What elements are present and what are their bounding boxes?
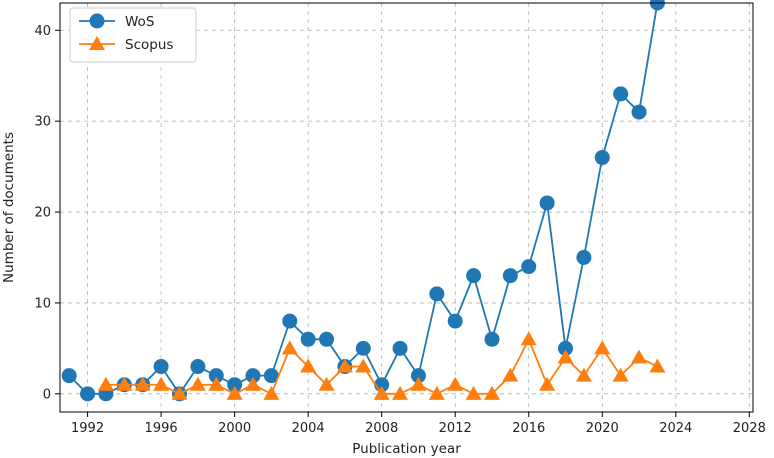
wos-point: [594, 150, 610, 166]
y-tick-label: 20: [34, 206, 51, 221]
scopus-point: [245, 376, 262, 391]
legend: WoS Scopus: [69, 7, 197, 63]
y-tick-label: 0: [43, 387, 51, 402]
x-tick-label: 2004: [292, 421, 325, 436]
wos-point: [484, 331, 500, 347]
wos-point: [649, 0, 665, 11]
scopus-point: [539, 376, 556, 391]
legend-item-wos: WoS: [79, 13, 154, 30]
scopus-point: [263, 385, 280, 400]
scopus-point: [410, 376, 427, 391]
y-tick-label: 40: [34, 24, 51, 39]
scopus-point: [520, 331, 537, 346]
scopus-point: [465, 385, 482, 400]
x-tick-label: 1992: [71, 421, 104, 436]
scopus-point: [134, 376, 151, 391]
wos-point: [502, 268, 518, 284]
x-tick-label: 2016: [512, 421, 545, 436]
legend-marker-wos: [89, 13, 105, 29]
x-tick-label: 2024: [659, 421, 692, 436]
scopus-point: [226, 385, 243, 400]
scopus-point: [392, 385, 409, 400]
series-layer: [61, 0, 666, 402]
scopus-point: [171, 385, 188, 400]
scopus-point: [557, 349, 574, 364]
wos-point: [576, 249, 592, 265]
wos-point: [282, 313, 298, 329]
x-tick-label: 2008: [365, 421, 398, 436]
scopus-point: [373, 385, 390, 400]
wos-point: [558, 340, 574, 356]
wos-point: [410, 368, 426, 384]
wos-point: [466, 268, 482, 284]
scopus-point: [612, 367, 629, 382]
wos-point: [539, 195, 555, 211]
x-tick-label: 2012: [439, 421, 472, 436]
scopus-point: [189, 376, 206, 391]
plot-frame: [59, 2, 754, 413]
scopus-point: [483, 385, 500, 400]
scopus-point: [116, 376, 133, 391]
y-tick-label: 10: [34, 296, 51, 311]
wos-point: [613, 86, 629, 102]
scopus-point: [318, 376, 335, 391]
wos-point: [392, 340, 408, 356]
wos-point: [263, 368, 279, 384]
legend-label-wos: WoS: [125, 14, 154, 30]
scopus-series: [97, 331, 666, 400]
wos-point: [631, 104, 647, 120]
scopus-point: [97, 376, 114, 391]
wos-point: [227, 377, 243, 393]
scopus-point: [153, 376, 170, 391]
scopus-point: [649, 358, 666, 373]
axis-ticks: 1992 1996 2000 2004 2008 2012 2016 2020 2024 2028…: [34, 24, 765, 436]
wos-point: [245, 368, 261, 384]
x-tick-label: 2028: [733, 421, 766, 436]
x-tick-label: 2020: [586, 421, 619, 436]
wos-point: [208, 368, 224, 384]
scopus-point: [447, 376, 464, 391]
wos-point: [300, 331, 316, 347]
legend-marker-scopus: [89, 36, 105, 50]
scopus-point: [208, 376, 225, 391]
y-tick-label: 30: [34, 115, 51, 130]
wos-point: [355, 340, 371, 356]
wos-point: [319, 331, 335, 347]
x-axis-title: Publication year: [352, 441, 461, 457]
scopus-point: [300, 358, 317, 373]
x-tick-label: 2000: [218, 421, 251, 436]
scopus-point: [502, 367, 519, 382]
scopus-point: [336, 358, 353, 373]
legend-label-scopus: Scopus: [125, 37, 173, 53]
scopus-point: [428, 385, 445, 400]
wos-point: [190, 359, 206, 375]
scopus-point: [631, 349, 648, 364]
wos-point: [153, 359, 169, 375]
scopus-point: [594, 340, 611, 355]
wos-point: [61, 368, 77, 384]
scopus-point: [355, 358, 372, 373]
wos-point: [521, 259, 537, 275]
wos-point: [80, 386, 96, 402]
wos-point: [447, 313, 463, 329]
legend-item-scopus: Scopus: [79, 36, 173, 53]
y-axis-title: Number of documents: [1, 132, 17, 283]
x-tick-label: 1996: [145, 421, 178, 436]
scopus-point: [281, 340, 298, 355]
wos-point: [429, 286, 445, 302]
scopus-point: [575, 367, 592, 382]
